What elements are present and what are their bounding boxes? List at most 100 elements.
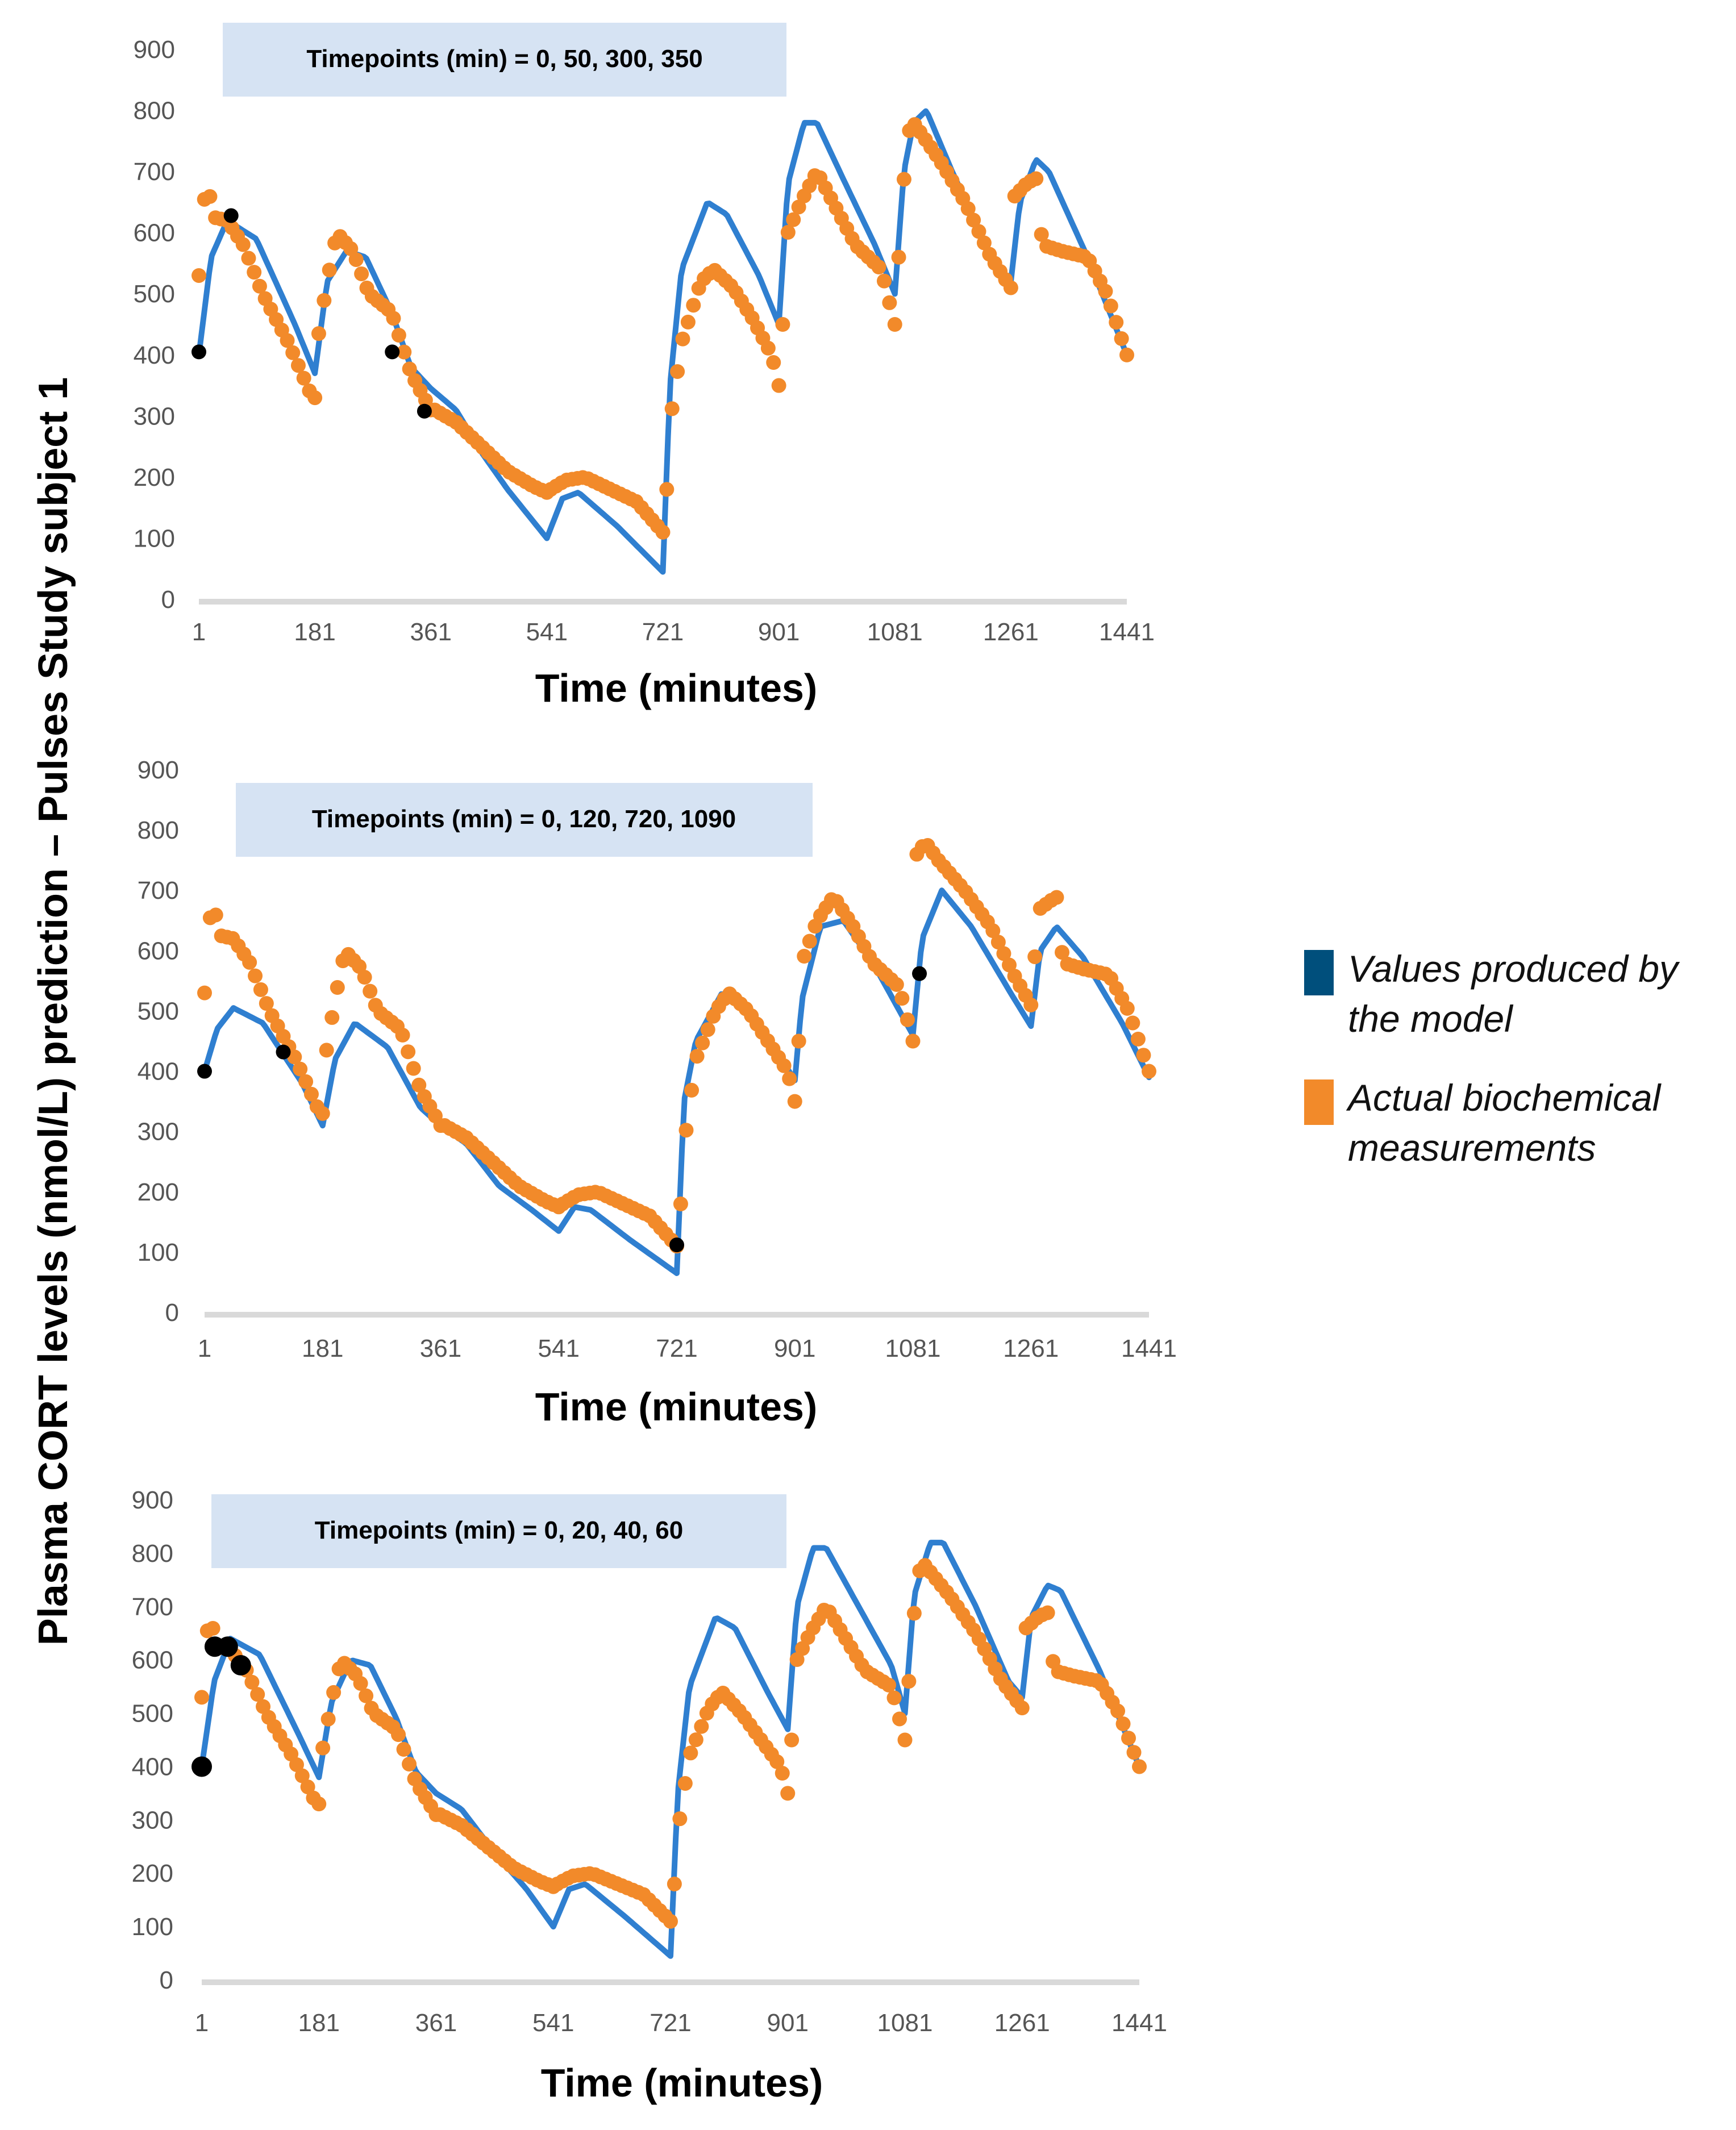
measured-point (303, 1086, 319, 1102)
measured-point (894, 991, 910, 1006)
y-tick-label: 300 (138, 1118, 179, 1146)
measured-point (789, 1652, 805, 1667)
measured-point (1119, 347, 1134, 362)
y-tick-label: 0 (160, 1966, 173, 1994)
measured-point (235, 237, 251, 252)
legend-item-measured: Actual biochemical measurements (1304, 1077, 1662, 1169)
measured-point (905, 1033, 921, 1049)
measured-point (317, 293, 332, 308)
measured-point (678, 1123, 694, 1138)
measured-point (780, 224, 796, 240)
measured-point (966, 212, 981, 228)
measured-point (892, 1711, 907, 1727)
measured-point (901, 1674, 917, 1689)
measured-point (784, 1732, 800, 1748)
timepoint-marker (191, 344, 206, 360)
legend-label-model-line1: Values produced by (1348, 948, 1680, 990)
measured-point (1121, 1731, 1136, 1746)
chart-panel-1: Timepoints (min) = 0, 50, 300, 350 0 100 2… (134, 23, 1155, 710)
y-tick-label: 800 (132, 1540, 173, 1568)
measured-point (348, 252, 364, 267)
y-tick-labels: 0 100 200 300 400 500 600 700 800 900 (132, 1486, 173, 1994)
measured-point (881, 1677, 897, 1693)
y-tick-label: 100 (138, 1239, 179, 1266)
measured-point (311, 1796, 327, 1812)
y-tick-label: 900 (134, 36, 175, 64)
measured-point (250, 1687, 265, 1702)
measured-point (1119, 1001, 1135, 1016)
measured-point (680, 314, 696, 330)
measured-point (667, 1877, 682, 1891)
x-tick-label: 1261 (1003, 1335, 1059, 1362)
y-tick-label: 200 (138, 1178, 179, 1206)
measured-point (285, 345, 301, 360)
measured-point (871, 260, 886, 275)
measured-point (786, 212, 801, 227)
y-tick-label: 700 (138, 877, 179, 904)
measured-series (197, 838, 1156, 1254)
measured-point (397, 344, 412, 360)
measured-point (683, 1745, 698, 1761)
x-tick-label: 1081 (867, 618, 923, 646)
measured-point (776, 1058, 792, 1073)
x-tick-label: 541 (538, 1335, 580, 1362)
legend-swatch-measured (1304, 1079, 1334, 1125)
measured-point (1098, 284, 1113, 299)
measured-point (353, 1675, 368, 1691)
measured-point (684, 1082, 700, 1098)
timepoint-marker (223, 208, 239, 223)
legend-label-model-line2: the model (1348, 998, 1514, 1040)
x-tick-label: 181 (302, 1335, 343, 1362)
measured-point (1029, 171, 1044, 186)
measured-point (1115, 1716, 1131, 1732)
measured-point (1027, 949, 1043, 964)
y-tick-label: 400 (138, 1058, 179, 1086)
measured-point (891, 249, 906, 265)
timepoints-label: Timepoints (min) = 0, 120, 720, 1090 (312, 805, 736, 833)
measured-point (775, 1766, 790, 1781)
measured-point (896, 172, 911, 187)
measured-point (675, 331, 690, 347)
measured-point (672, 1811, 688, 1827)
x-tick-label: 1081 (877, 2009, 933, 2037)
y-tick-label: 900 (138, 756, 179, 784)
y-tick-label: 500 (134, 280, 175, 308)
measured-point (686, 298, 701, 313)
measured-point (402, 361, 417, 377)
timepoint-marker (217, 1636, 238, 1657)
measured-point (296, 370, 311, 386)
measured-point (319, 1043, 334, 1058)
measured-point (401, 1044, 416, 1060)
measured-point (330, 980, 345, 995)
measured-point (795, 1641, 810, 1656)
x-tick-label: 541 (526, 618, 568, 646)
measured-point (886, 1690, 902, 1706)
measured-point (791, 1033, 806, 1049)
y-tick-label: 100 (134, 524, 175, 552)
timepoints-label: Timepoints (min) = 0, 20, 40, 60 (315, 1516, 683, 1544)
measured-point (659, 482, 675, 497)
measured-point (359, 1688, 374, 1703)
measured-point (1040, 1605, 1055, 1620)
measured-point (876, 273, 892, 289)
measured-point (406, 1061, 421, 1076)
measured-point (194, 1690, 209, 1705)
x-tick-label: 901 (774, 1335, 815, 1362)
x-tick-label: 1081 (885, 1335, 941, 1362)
measured-point (300, 1779, 315, 1795)
measured-point (663, 1914, 678, 1929)
timepoint-marker (191, 1756, 212, 1777)
x-tick-label: 1441 (1111, 2009, 1167, 2037)
measured-point (241, 251, 256, 266)
measured-point (1126, 1745, 1142, 1760)
x-tick-label: 181 (298, 2009, 340, 2037)
model-series-line (202, 887, 1152, 1276)
legend-label-measured-line2: measurements (1348, 1127, 1596, 1169)
y-tick-label: 600 (132, 1647, 173, 1674)
x-tick-label: 721 (642, 618, 684, 646)
timepoints-box (223, 23, 786, 97)
timepoint-marker (276, 1044, 291, 1060)
legend-item-model: Values produced by the model (1304, 948, 1680, 1040)
measured-point (1130, 1031, 1146, 1047)
measured-point (900, 1012, 915, 1027)
